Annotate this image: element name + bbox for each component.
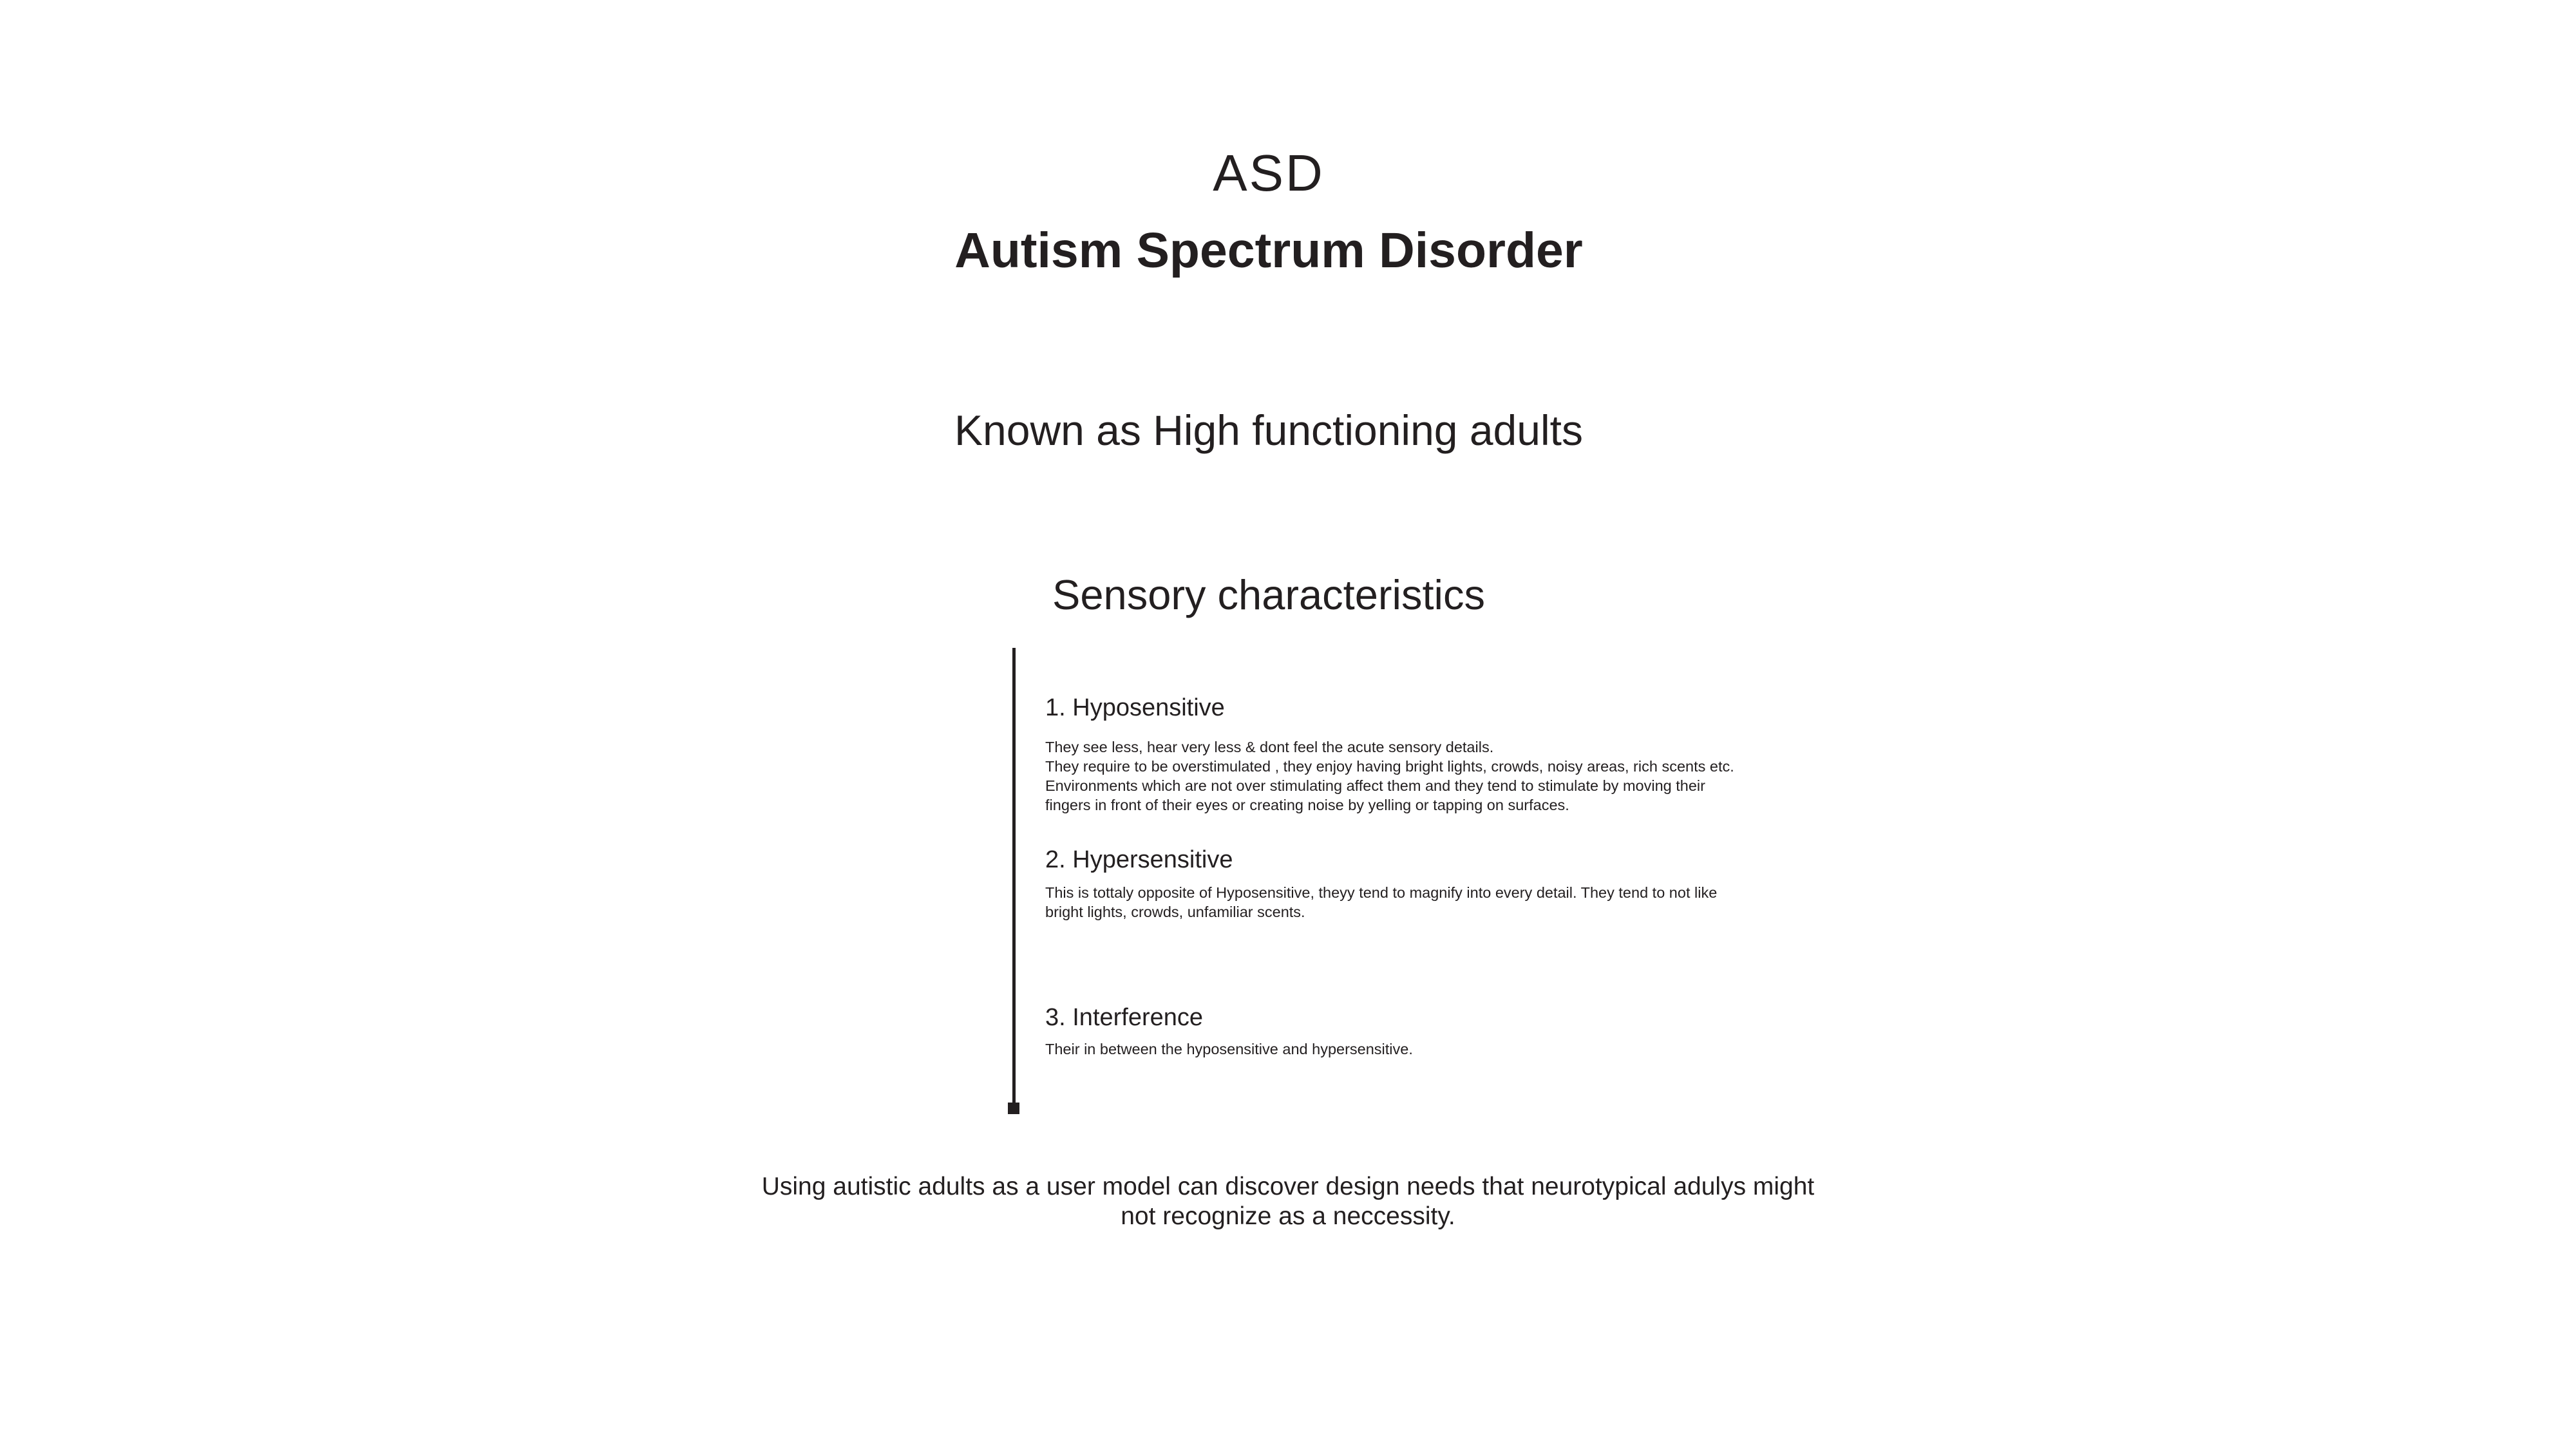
conclusion-line: not recognize as a neccessity. [1121,1202,1455,1230]
timeline-line [1012,648,1016,1112]
item-description: This is tottaly opposite of Hyposensitiv… [1045,883,1895,922]
description-line: Their in between the hyposensitive and h… [1045,1040,1413,1057]
item-description: Their in between the hyposensitive and h… [1045,1039,1895,1059]
description-line: They require to be overstimulated , they… [1045,757,1734,775]
list-item-interference: 3. Interference Their in between the hyp… [1045,1003,1895,1059]
description-line: Environments which are not over stimulat… [1045,777,1705,794]
list-item-hyposensitive: 1. Hyposensitive They see less, hear ver… [1045,694,1895,815]
page-title: Autism Spectrum Disorder [954,223,1583,278]
section-heading: Sensory characteristics [1052,571,1485,618]
subtitle: Known as High functioning adults [954,406,1583,454]
description-line: This is tottaly opposite of Hyposensitiv… [1045,884,1718,901]
list-item-hypersensitive: 2. Hypersensitive This is tottaly opposi… [1045,846,1895,922]
conclusion-line: Using autistic adults as a user model ca… [761,1173,1815,1200]
abbreviation-heading: ASD [1213,144,1325,202]
description-line: bright lights, crowds, unfamiliar scents… [1045,903,1305,920]
item-description: They see less, hear very less & dont fee… [1045,737,1895,815]
conclusion-text: Using autistic adults as a user model ca… [644,1172,1932,1231]
description-line: They see less, hear very less & dont fee… [1045,738,1494,755]
description-line: fingers in front of their eyes or creati… [1045,796,1569,813]
item-title: 3. Interference [1045,1004,1204,1031]
item-title: 1. Hyposensitive [1045,694,1225,721]
item-title: 2. Hypersensitive [1045,846,1233,873]
timeline-end-marker [1008,1103,1019,1114]
